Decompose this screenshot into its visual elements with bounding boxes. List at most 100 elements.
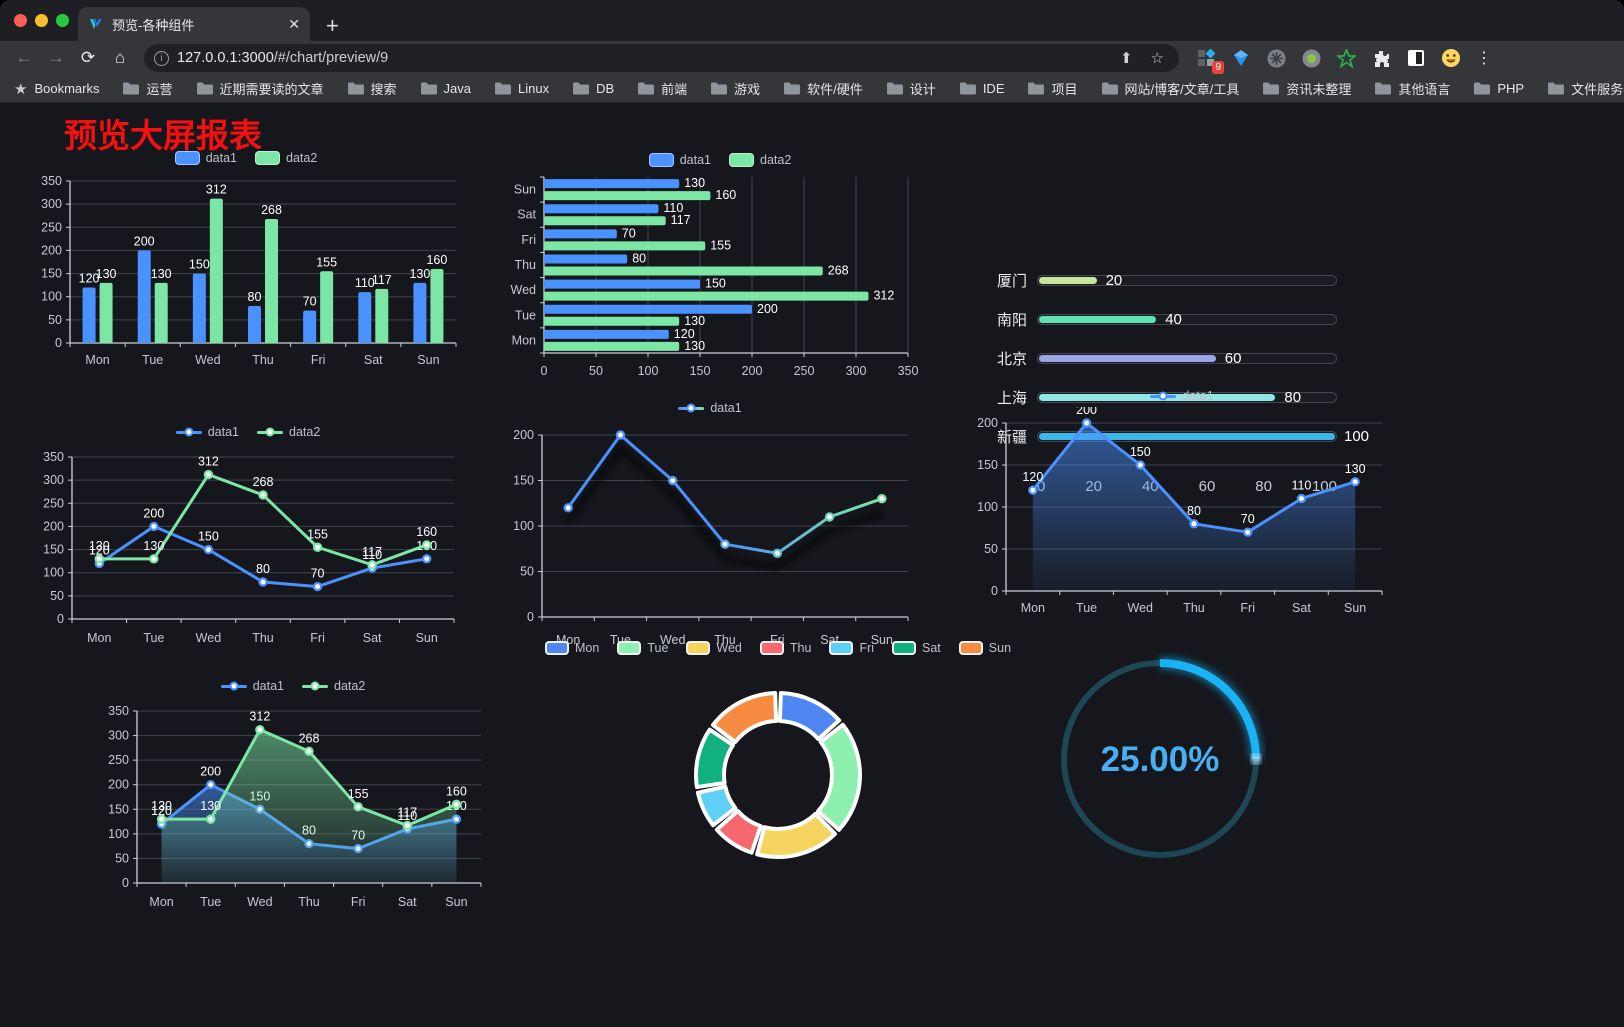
bookmark-folder[interactable]: 近期需要读的文章 [196, 79, 324, 98]
legend-label: data2 [289, 425, 321, 439]
close-window-button[interactable] [14, 14, 27, 27]
bookmark-folder[interactable]: 项目 [1028, 79, 1078, 98]
green-star-extension-icon[interactable] [1335, 47, 1357, 69]
multi-line-chart: data1 data2 0 50 100 150 200 250 300 350 Mon Tue Wed… [32, 425, 464, 649]
bookmark-folder[interactable]: 其他语言 [1375, 79, 1450, 98]
svg-text:80: 80 [248, 290, 262, 304]
new-tab-button[interactable]: + [326, 13, 339, 38]
bookmark-folder[interactable]: 软件/硬件 [784, 79, 863, 98]
vue-devtools-icon[interactable] [1230, 47, 1252, 69]
donut-slice[interactable] [693, 727, 735, 790]
browser-tab[interactable]: 预览-各种组件 ✕ [78, 7, 310, 41]
svg-text:Thu: Thu [714, 633, 736, 647]
bookmark-folder[interactable]: Linux [495, 79, 549, 98]
svg-text:Sun: Sun [417, 353, 439, 367]
legend-item[interactable]: Wed [686, 641, 742, 655]
donut-slice[interactable] [815, 722, 862, 832]
legend-swatch [617, 641, 642, 655]
bookmark-folder[interactable]: 搜索 [347, 79, 397, 98]
bookmark-folder[interactable]: 文件服务器 [1548, 79, 1624, 98]
legend-item[interactable]: data1 [648, 153, 711, 167]
round-extension-icon[interactable] [1265, 47, 1287, 69]
chart-canvas: 0 50 100 150 200 250 300 350 Mon Tue Wed Thu Fri Sat S… [41, 174, 457, 367]
bookmark-folder[interactable]: DB [573, 79, 614, 98]
maximize-window-button[interactable] [56, 14, 69, 27]
legend-item[interactable]: data1 [1150, 389, 1214, 403]
bookmark-folder[interactable]: 资讯未整理 [1263, 79, 1351, 98]
progress-fill [1039, 394, 1276, 401]
tab-close-icon[interactable]: ✕ [288, 15, 300, 32]
address-bar[interactable]: i 127.0.0.1:3000/#/chart/preview/9 ⬆ ☆ [144, 44, 1179, 72]
svg-text:Fri: Fri [351, 895, 366, 909]
legend-item[interactable]: data2 [302, 679, 365, 693]
legend-label: data1 [1182, 389, 1214, 403]
bookmarks-bar: ★ Bookmarks 运营 近期需要读的文章 搜索 Java Linux DB 前端 游戏 软… [0, 75, 1624, 103]
browser-menu-icon[interactable]: ⋮ [1476, 50, 1492, 67]
bookmarks-manager[interactable]: ★ Bookmarks [14, 80, 99, 98]
share-icon[interactable]: ⬆ [1119, 50, 1133, 67]
donut-slice[interactable] [710, 691, 778, 745]
bookmark-folder[interactable]: 网站/博客/文章/工具 [1101, 79, 1239, 98]
legend-item[interactable]: data2 [255, 151, 317, 165]
minimize-window-button[interactable] [35, 14, 48, 27]
donut-slice[interactable] [754, 811, 837, 859]
donut-slice[interactable] [777, 691, 841, 742]
legend-item[interactable]: Sat [892, 641, 941, 655]
forward-icon[interactable]: → [47, 48, 65, 67]
svg-text:150: 150 [513, 474, 534, 488]
svg-text:Thu: Thu [252, 353, 274, 367]
bookmark-folder[interactable]: 设计 [886, 79, 936, 98]
folder-icon [420, 82, 437, 95]
svg-text:120: 120 [1022, 470, 1043, 484]
reader-mode-icon[interactable] [1405, 47, 1427, 69]
legend-item[interactable]: Tue [617, 641, 668, 655]
progress-label: 厦门 [996, 273, 1027, 290]
progress-row: 厦门 20 [985, 261, 1337, 300]
legend-item[interactable]: Thu [759, 641, 811, 655]
home-icon[interactable]: ⌂ [114, 48, 126, 67]
bookmark-folder[interactable]: 前端 [638, 79, 687, 98]
svg-text:Sat: Sat [398, 895, 417, 909]
legend-item[interactable]: data1 [174, 151, 237, 165]
svg-text:Sun: Sun [416, 631, 438, 645]
svg-text:Fri: Fri [521, 233, 536, 247]
record-extension-icon[interactable] [1300, 47, 1322, 69]
legend-item[interactable]: data2 [257, 425, 320, 439]
bookmark-folder[interactable]: 游戏 [711, 79, 760, 98]
legend-item[interactable]: Sun [958, 641, 1011, 655]
bookmark-folder-list: 运营 近期需要读的文章 搜索 Java Linux DB 前端 游戏 软件/硬件 设计 IDE 项目 网… [123, 79, 1624, 98]
svg-text:150: 150 [1130, 445, 1151, 459]
site-info-icon[interactable]: i [154, 50, 169, 66]
progress-fill [1039, 316, 1157, 323]
bookmark-folder[interactable]: Java [420, 79, 471, 98]
back-icon[interactable]: ← [15, 48, 33, 67]
legend-label: data2 [286, 151, 318, 165]
url-text[interactable]: 127.0.0.1:3000/#/chart/preview/9 [177, 50, 1107, 66]
legend-item[interactable]: data2 [729, 153, 791, 167]
puzzle-extensions-icon[interactable] [1370, 47, 1392, 69]
svg-text:50: 50 [50, 589, 64, 603]
svg-text:Fri: Fri [311, 353, 326, 367]
svg-text:155: 155 [710, 238, 731, 252]
legend-item[interactable]: data1 [175, 425, 239, 439]
grid-extension-icon[interactable]: 9 [1195, 47, 1224, 74]
svg-text:200: 200 [200, 765, 221, 779]
chart-canvas: 25.00% [1061, 656, 1263, 858]
svg-text:268: 268 [299, 731, 320, 745]
donut-slice[interactable] [714, 808, 763, 855]
bookmark-folder-label: Java [443, 81, 471, 96]
donut-slice[interactable] [695, 784, 737, 828]
bookmark-folder[interactable]: PHP [1474, 79, 1524, 98]
legend-item[interactable]: Fri [829, 641, 874, 655]
emoji-extension-icon[interactable] [1440, 47, 1462, 69]
progress-label: 南阳 [996, 312, 1027, 329]
bookmark-folder[interactable]: 运营 [123, 79, 173, 98]
bookmark-folder[interactable]: IDE [959, 79, 1004, 98]
legend-item[interactable]: data1 [678, 401, 742, 415]
legend-item[interactable]: Mon [545, 641, 599, 655]
bookmark-star-icon[interactable]: ☆ [1150, 50, 1164, 67]
legend-item[interactable]: data1 [220, 679, 284, 693]
reload-icon[interactable]: ⟳ [80, 48, 96, 67]
svg-text:200: 200 [41, 243, 62, 257]
